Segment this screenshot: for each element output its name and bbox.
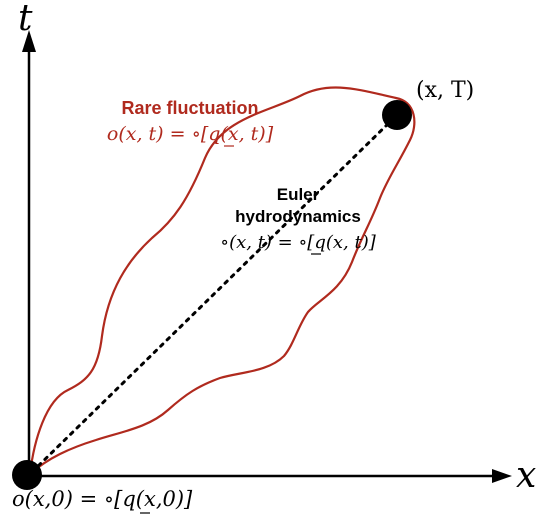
x-axis-arrowhead bbox=[492, 469, 512, 483]
rare-fluctuation-title: Rare fluctuation bbox=[121, 98, 258, 118]
t-axis-arrowhead bbox=[22, 30, 36, 52]
euler-title-line1: Euler bbox=[277, 185, 320, 204]
end-point bbox=[382, 100, 412, 130]
euler-equation: ∘(x, t) = ∘[q(x, t)] bbox=[220, 232, 376, 253]
euler-dotted-line bbox=[30, 116, 396, 474]
euler-title-line2: hydrodynamics bbox=[235, 207, 361, 226]
start-point-label: o(x,0) = ∘[q(x,0)] bbox=[12, 487, 193, 511]
rare-fluctuation-curve bbox=[28, 86, 416, 477]
start-point bbox=[12, 460, 42, 490]
rare-fluctuation-equation: o(x, t) = ∘[q(x, t)] bbox=[107, 123, 274, 145]
t-axis-label: t bbox=[18, 0, 33, 39]
end-point-label: (x, T) bbox=[416, 78, 474, 103]
x-axis-label: x bbox=[516, 455, 536, 496]
